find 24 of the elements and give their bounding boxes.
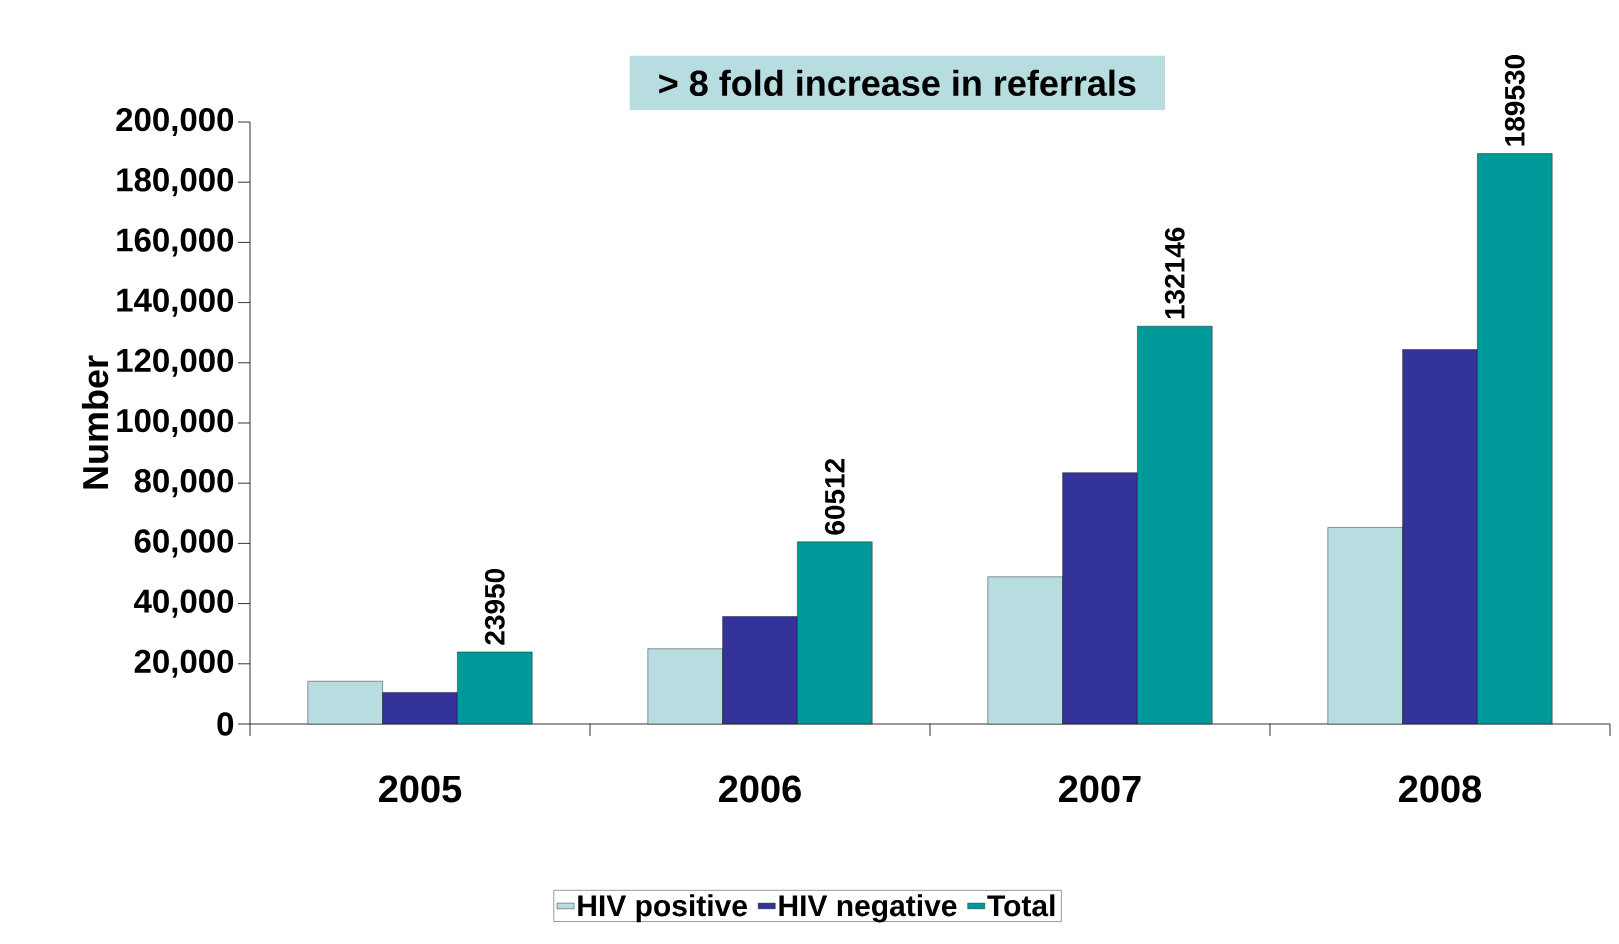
data-label: 60512 [824,458,845,535]
y-tick-label: 160,000 [117,228,234,257]
y-tick-label: 140,000 [117,288,234,317]
text: > 8 fold increase in referrals [659,69,1136,97]
data-label: 132146 [1164,227,1185,319]
x-tick-label: 2005 [379,775,462,803]
legend-label: HIV positive [578,894,747,923]
y-tick-label: 100,000 [117,408,234,438]
y-axis-title: Number [81,355,109,489]
data-label: 189530 [1504,55,1525,146]
legend-label: HIV negative [779,894,957,923]
data-label: 23950 [484,569,505,645]
y-tick-label: 60,000 [134,529,234,558]
y-tick-label: 40,000 [134,589,234,618]
y-tick-label: 20,000 [134,649,234,678]
y-tick-label: 120,000 [117,348,234,377]
y-tick-label: 180,000 [117,168,234,197]
y-tick-label: 80,000 [134,469,234,498]
legend-label: Total [987,894,1055,917]
x-tick-label: 2007 [1059,775,1141,803]
y-tick-label: 0 [217,712,234,736]
x-tick-label: 2008 [1399,775,1482,803]
y-tick-label: 200,000 [116,107,234,137]
x-tick-label: 2006 [719,775,801,803]
